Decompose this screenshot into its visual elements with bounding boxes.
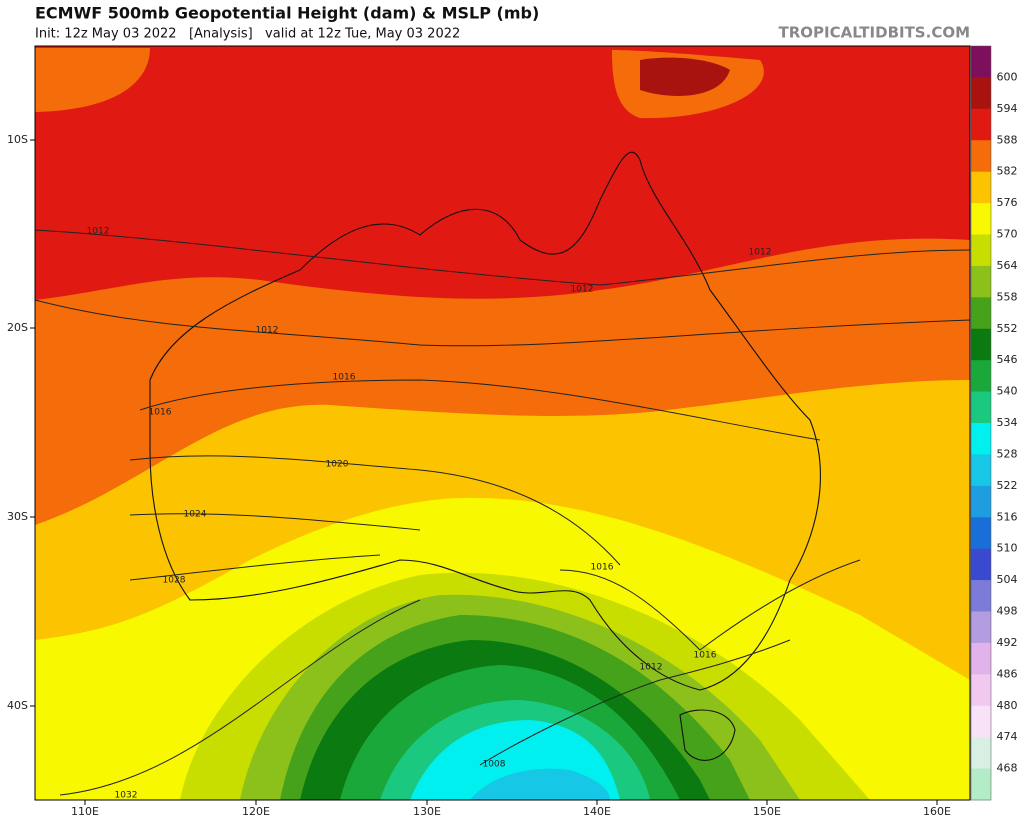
- colorbar-swatch: [971, 454, 991, 487]
- subtitle: Init: 12z May 03 2022 [Analysis] valid a…: [35, 27, 460, 42]
- isobar-label: 1024: [184, 510, 207, 520]
- colorbar-swatch: [971, 265, 991, 298]
- colorbar-swatch: [971, 737, 991, 770]
- isobar-label: 1012: [571, 285, 594, 295]
- colorbar-label: 498: [997, 605, 1018, 618]
- colorbar-label: 522: [997, 479, 1018, 492]
- isobar-label: 1012: [256, 326, 279, 336]
- lat-label: 40S: [7, 699, 28, 712]
- isobar-label: 1032: [115, 791, 138, 801]
- colorbar-swatch: [971, 203, 991, 235]
- colorbar-label: 492: [997, 636, 1018, 649]
- colorbar-label: 552: [997, 322, 1018, 335]
- colorbar-frame: [970, 45, 992, 801]
- colorbar-swatch: [971, 108, 991, 141]
- colorbar-label: 600: [997, 70, 1018, 83]
- colorbar-label: 480: [997, 699, 1018, 712]
- colorbar-label: 468: [997, 762, 1018, 775]
- colorbar-swatch: [971, 674, 991, 707]
- colorbar-label: 576: [997, 196, 1018, 209]
- isobar-label: 1016: [694, 651, 717, 661]
- map-labels: 10S 20S 30S 40S 110E 120E 130E 140E 150E 160E 1012…: [7, 133, 951, 818]
- colorbar-swatch: [971, 705, 991, 738]
- colorbar-label: 504: [997, 573, 1018, 586]
- colorbar-label: 558: [997, 290, 1018, 303]
- isobar-label: 1016: [591, 563, 614, 573]
- isobar-label: 1012: [87, 227, 110, 237]
- colorbar-label: 582: [997, 165, 1018, 178]
- lon-label: 120E: [242, 805, 270, 818]
- colorbar-label: 570: [997, 228, 1018, 241]
- colorbar-swatch: [971, 391, 991, 424]
- colorbar-swatch: [971, 768, 991, 801]
- lon-label: 150E: [753, 805, 781, 818]
- colorbar-label: 534: [997, 416, 1018, 429]
- colorbar-swatch: [971, 328, 991, 361]
- colorbar-swatch: [971, 171, 991, 204]
- colorbar-label: 564: [997, 259, 1018, 272]
- colorbar-swatch: [971, 548, 991, 581]
- colorbar-label: 474: [997, 730, 1018, 743]
- colorbar: 600 594 588 582 576 570 564 558 552 546 540 534 528 5…: [970, 45, 1018, 801]
- isobar-label: 1008: [483, 760, 506, 770]
- map-frame: [34, 45, 971, 801]
- lon-label: 130E: [413, 805, 441, 818]
- isobar-label: 1012: [640, 663, 663, 673]
- colorbar-swatch: [971, 297, 991, 330]
- lat-label: 30S: [7, 510, 28, 523]
- isobar-label: 1020: [326, 460, 349, 470]
- colorbar-label: 594: [997, 102, 1018, 115]
- colorbar-swatch: [971, 611, 991, 644]
- colorbar-swatch: [971, 485, 991, 518]
- lat-label: 20S: [7, 321, 28, 334]
- lon-label: 110E: [71, 805, 99, 818]
- isobar-label: 1016: [149, 408, 172, 418]
- colorbar-swatch: [971, 580, 991, 612]
- colorbar-label: 486: [997, 667, 1018, 680]
- lon-label: 140E: [583, 805, 611, 818]
- colorbar-label: 528: [997, 447, 1018, 460]
- colorbar-swatch: [971, 46, 991, 78]
- colorbar-label: 516: [997, 510, 1018, 523]
- colorbar-swatch: [971, 360, 991, 393]
- map-fill: [35, 46, 970, 800]
- colorbar-swatch: [971, 77, 991, 110]
- title: ECMWF 500mb Geopotential Height (dam) & …: [35, 4, 539, 23]
- isobar-label: 1012: [749, 248, 772, 258]
- colorbar-label: 510: [997, 542, 1018, 555]
- colorbar-swatch: [971, 140, 991, 173]
- lat-label: 10S: [7, 133, 28, 146]
- isobar-label: 1028: [163, 576, 186, 586]
- colorbar-label: 588: [997, 133, 1018, 146]
- lon-label: 160E: [923, 805, 951, 818]
- colorbar-swatch: [971, 642, 991, 675]
- colorbar-label: 546: [997, 353, 1018, 366]
- colorbar-swatch: [971, 234, 991, 267]
- colorbar-swatch: [971, 423, 991, 455]
- colorbar-label: 540: [997, 385, 1018, 398]
- isobar-label: 1016: [333, 373, 356, 383]
- credit: TROPICALTIDBITS.COM: [779, 24, 971, 42]
- colorbar-swatch: [971, 517, 991, 550]
